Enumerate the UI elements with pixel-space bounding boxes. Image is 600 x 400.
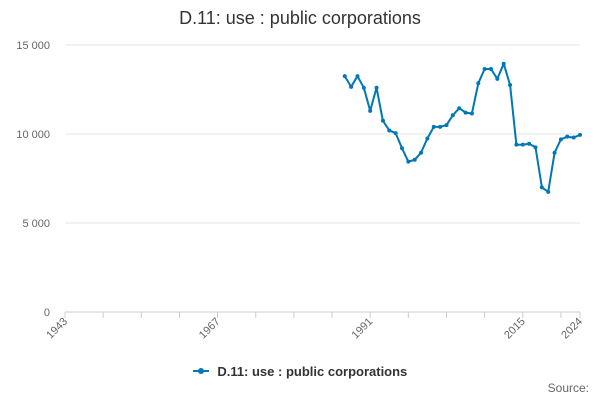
data-point [355,74,360,79]
series-line [343,62,581,193]
data-point [546,189,551,194]
chart-legend[interactable]: D.11: use : public corporations [0,364,600,379]
chart-title: D.11: use : public corporations [179,8,421,28]
series-layer [342,61,582,194]
data-point [374,85,379,90]
data-point [457,106,462,111]
data-point [399,146,404,151]
data-point [469,111,474,116]
grid-layer [65,44,580,224]
data-point [406,159,411,164]
data-point [508,83,513,88]
data-point [476,81,481,86]
x-tick-label: 2024 [559,316,585,342]
legend-swatch [192,367,209,374]
data-point [380,118,385,123]
data-point [514,142,519,147]
x-tick-label: 1967 [197,316,223,342]
data-point [412,157,417,162]
data-point [361,85,366,90]
data-point [558,137,563,142]
data-point [539,185,544,190]
data-point [368,108,373,113]
data-point [463,110,468,115]
data-point [565,134,570,139]
legend-label: D.11: use : public corporations [217,364,408,379]
data-point [387,128,392,133]
data-point [419,150,424,155]
data-point [349,84,354,89]
x-tick-label: 2015 [502,316,528,342]
data-point [571,135,576,140]
data-point [431,124,436,129]
data-point [501,61,506,66]
data-point [533,145,538,150]
data-point [444,123,449,128]
data-point [393,131,398,136]
data-point [488,67,493,72]
data-point [578,132,582,137]
y-tick-label: 0 [44,307,50,319]
data-point [520,142,525,147]
axis-layer: 0 5 000 10 000 15 000 1943 1967 1991 2015 2024 [16,40,585,341]
data-point [342,74,347,79]
data-point [438,124,443,129]
y-tick-label: 5 000 [22,218,50,230]
data-point [425,136,430,141]
data-point [450,113,455,118]
data-point [527,141,532,146]
y-tick-label: 10 000 [16,129,50,141]
data-point [482,67,487,72]
data-point [552,150,557,155]
x-tick-label: 1943 [44,316,70,342]
y-tick-label: 15 000 [16,40,50,52]
data-point [495,76,500,81]
source-label: Source: [547,381,589,395]
x-tick-label: 1991 [350,316,376,342]
